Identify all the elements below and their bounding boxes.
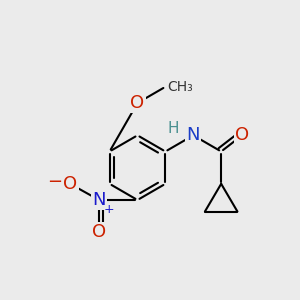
Text: N: N: [92, 191, 106, 209]
Text: O: O: [63, 175, 77, 193]
Text: O: O: [130, 94, 145, 112]
Text: O: O: [92, 223, 106, 241]
Text: N: N: [187, 126, 200, 144]
Text: −: −: [47, 172, 62, 190]
Text: CH₃: CH₃: [168, 80, 194, 94]
Text: O: O: [235, 126, 249, 144]
Text: +: +: [103, 203, 114, 216]
Text: H: H: [168, 121, 179, 136]
